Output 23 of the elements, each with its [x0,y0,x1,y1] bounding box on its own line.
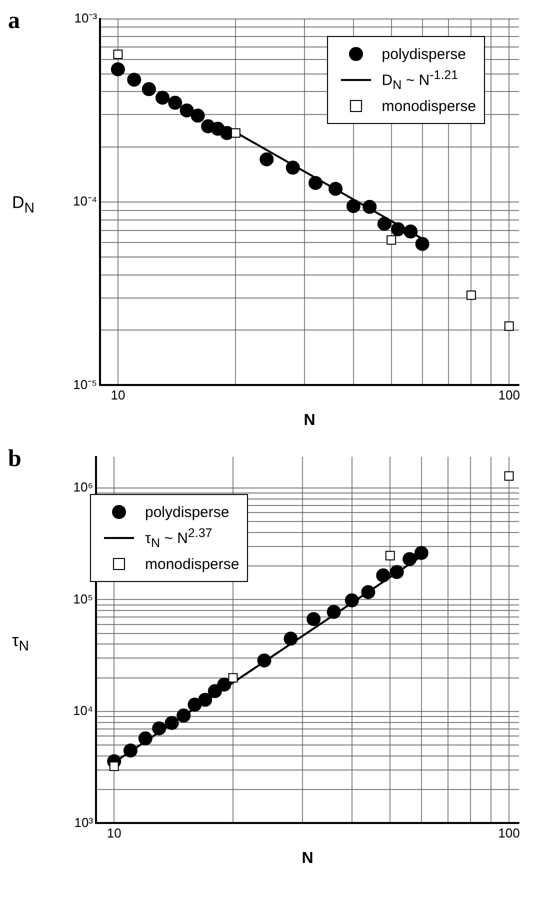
chart-title: a [8,8,20,35]
y-tick-label: 10⁶ [73,480,94,495]
x-tick-label: 10 [110,388,126,403]
y-tick-label: 10⁴ [73,703,94,718]
x-axis-title: N [302,850,314,867]
legend-label: polydisperse [145,504,230,520]
legend-label: monodisperse [145,556,240,572]
chart-title: b [8,446,22,473]
y-tick-label: 10⁻⁴ [73,194,98,209]
legend-label: D$_{N}$ ~ N$^{-1.21}$ [382,68,458,92]
y-tick-label: 10⁵ [73,591,94,606]
x-tick-label: 100 [498,388,520,403]
legend-label: polydisperse [382,46,466,62]
legend-label: monodisperse [382,98,476,114]
y-axis-title: τ$_{N}$ [12,631,29,654]
x-axis-title: N [304,412,316,429]
y-tick-label: 10³ [74,814,94,830]
y-axis-title: D$_{N}$ [12,193,35,216]
legend-label: τ$_{N}$ ~ N$^{2.37}$ [145,526,212,550]
y-tick-label: 10⁻³ [74,10,98,26]
x-tick-label: 10 [106,826,122,841]
x-tick-label: 100 [498,826,520,841]
y-tick-label: 10⁻⁵ [73,376,98,392]
